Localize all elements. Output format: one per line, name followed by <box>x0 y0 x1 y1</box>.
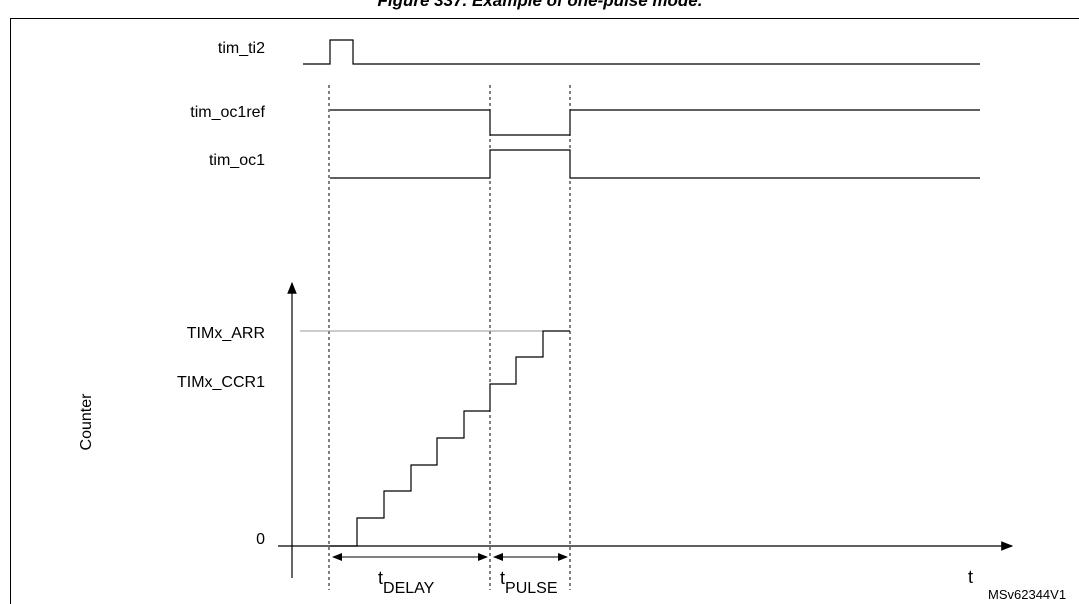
interval-label: tDELAY <box>378 568 435 597</box>
interval-main: t <box>378 568 383 588</box>
signal-label: tim_ti2 <box>218 40 265 57</box>
interval-main: t <box>500 568 505 588</box>
axis-label: Counter <box>78 393 95 451</box>
level-label: TIMx_ARR <box>187 325 265 342</box>
figure-id: MSv62344V1 <box>988 587 1066 602</box>
signal-label: tim_oc1ref <box>190 104 265 121</box>
level-label: 0 <box>256 531 265 548</box>
waveform <box>303 39 980 65</box>
waveform <box>330 109 980 136</box>
time-label: t <box>968 567 973 587</box>
level-label: TIMx_CCR1 <box>177 374 265 391</box>
frame <box>10 18 1079 604</box>
waveform <box>330 149 980 179</box>
counter-staircase <box>330 330 570 547</box>
interval-label: tPULSE <box>500 568 557 597</box>
interval-sub: PULSE <box>505 580 557 597</box>
guide-lines <box>328 85 571 590</box>
title: Figure 337. Example of one-pulse mode. <box>378 0 703 10</box>
signal-label: tim_oc1 <box>209 152 265 169</box>
interval-sub: DELAY <box>383 580 435 597</box>
